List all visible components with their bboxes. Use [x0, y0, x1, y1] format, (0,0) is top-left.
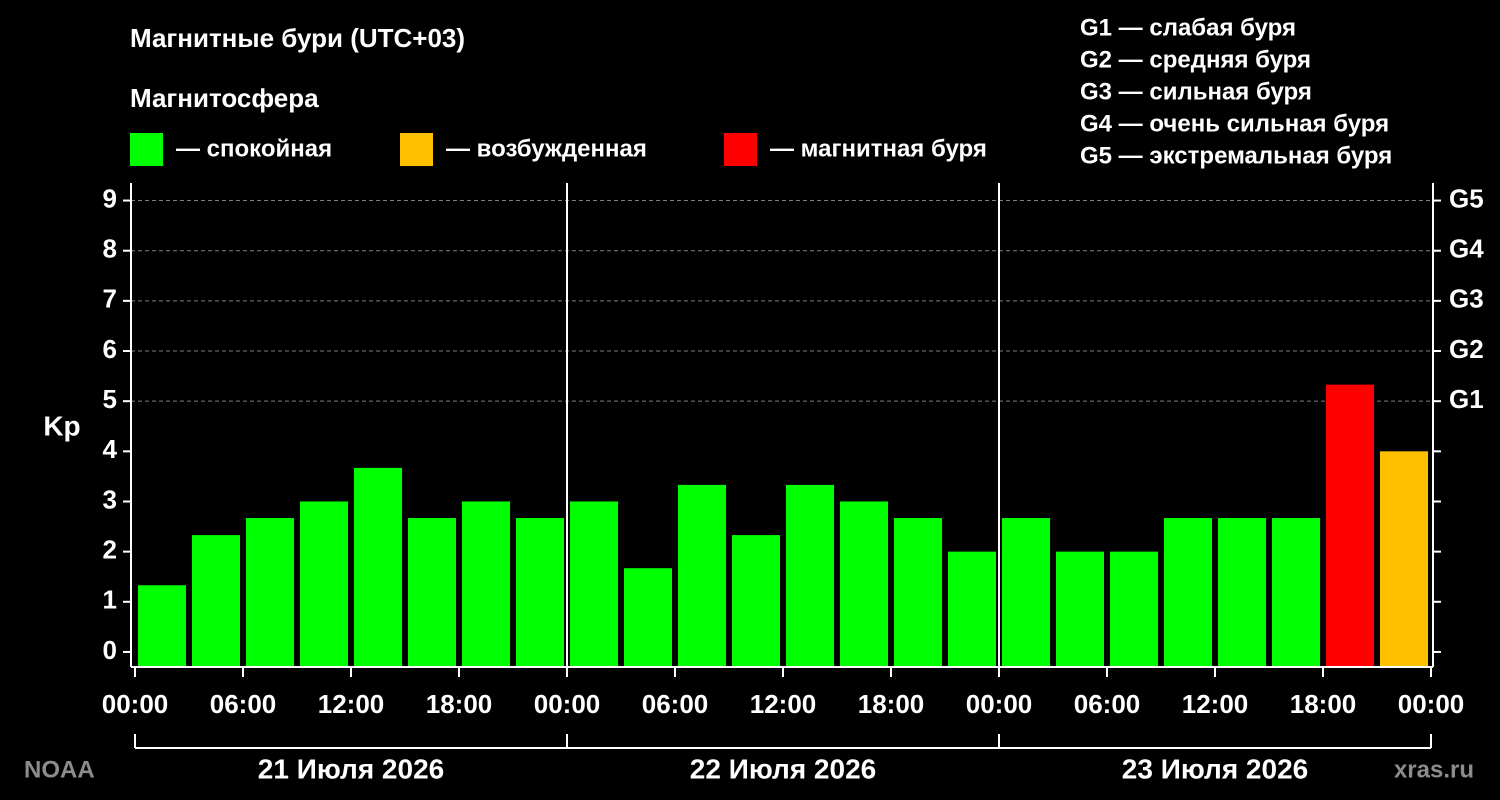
bar	[839, 501, 889, 667]
bar	[245, 518, 295, 667]
bar	[623, 568, 673, 667]
bar	[731, 535, 781, 667]
bar	[1001, 518, 1051, 667]
y-tick-label: 9	[103, 183, 117, 213]
bar	[1163, 518, 1213, 667]
scale-note: G3 — сильная буря	[1080, 78, 1312, 105]
legend-swatch	[130, 133, 163, 166]
bar	[407, 518, 457, 667]
bar	[1217, 518, 1267, 667]
source-right: xras.ru	[1394, 756, 1474, 783]
x-tick-label: 12:00	[1182, 689, 1249, 719]
bar	[677, 484, 727, 667]
scale-note: G5 — экстремальная буря	[1080, 142, 1392, 169]
bar	[191, 535, 241, 667]
x-tick-label: 06:00	[210, 689, 277, 719]
scale-note: G2 — средняя буря	[1080, 46, 1311, 73]
bar	[515, 518, 565, 667]
bar	[1271, 518, 1321, 667]
bar	[461, 501, 511, 667]
day-label: 22 Июля 2026	[690, 753, 876, 784]
bar	[299, 501, 349, 667]
bar	[1379, 451, 1429, 667]
y2-tick-label: G2	[1449, 334, 1484, 364]
y-tick-label: 2	[103, 535, 117, 565]
chart-title: Магнитные бури (UTC+03)	[130, 23, 465, 53]
legend-label: — спокойная	[176, 135, 332, 162]
y2-tick-label: G1	[1449, 384, 1484, 414]
y-tick-label: 8	[103, 234, 117, 264]
x-tick-label: 00:00	[966, 689, 1033, 719]
legend-label: — возбужденная	[446, 135, 647, 162]
day-label: 23 Июля 2026	[1122, 753, 1308, 784]
y-tick-label: 5	[103, 384, 117, 414]
bar	[1055, 551, 1105, 667]
x-tick-label: 06:00	[642, 689, 709, 719]
x-tick-label: 18:00	[858, 689, 925, 719]
bar	[947, 551, 997, 667]
legend-label: — магнитная буря	[770, 135, 987, 162]
bar	[893, 518, 943, 667]
x-tick-label: 00:00	[102, 689, 169, 719]
source-left: NOAA	[24, 756, 95, 783]
scale-note: G4 — очень сильная буря	[1080, 110, 1389, 137]
legend-swatch	[724, 133, 757, 166]
legend-swatch	[400, 133, 433, 166]
y-tick-label: 0	[103, 635, 117, 665]
y-tick-label: 3	[103, 484, 117, 514]
day-label: 21 Июля 2026	[258, 753, 444, 784]
x-tick-label: 18:00	[426, 689, 493, 719]
y-axis-label: Kp	[43, 410, 80, 441]
bar	[1325, 384, 1375, 667]
x-tick-label: 12:00	[318, 689, 385, 719]
y-tick-label: 7	[103, 284, 117, 314]
scale-note: G1 — слабая буря	[1080, 14, 1296, 41]
y2-tick-label: G5	[1449, 183, 1484, 213]
bar	[785, 484, 835, 667]
y-tick-label: 1	[103, 585, 117, 615]
bar	[569, 501, 619, 667]
y2-tick-label: G3	[1449, 284, 1484, 314]
x-tick-label: 06:00	[1074, 689, 1141, 719]
x-tick-label: 00:00	[534, 689, 601, 719]
bar	[137, 585, 187, 667]
chart-subtitle: Магнитосфера	[130, 83, 319, 113]
y-tick-label: 6	[103, 334, 117, 364]
y-tick-label: 4	[103, 434, 118, 464]
x-tick-label: 00:00	[1398, 689, 1465, 719]
bar	[1109, 551, 1159, 667]
bar	[353, 467, 403, 667]
y2-tick-label: G4	[1449, 234, 1484, 264]
x-tick-label: 18:00	[1290, 689, 1357, 719]
x-tick-label: 12:00	[750, 689, 817, 719]
